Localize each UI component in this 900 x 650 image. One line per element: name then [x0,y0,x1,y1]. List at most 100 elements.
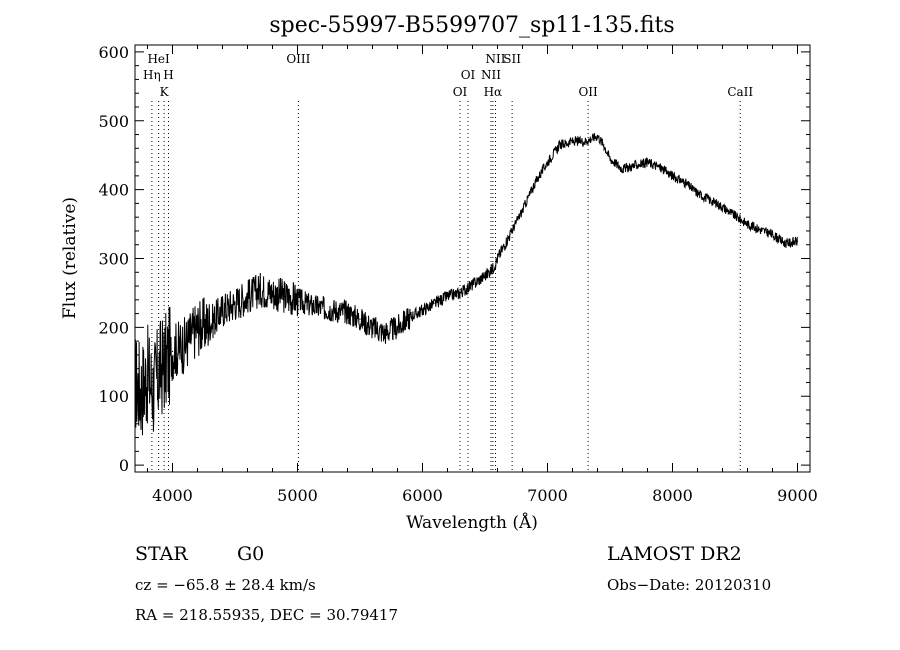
spectrum-layer [134,133,799,436]
spectrum-point [746,223,749,225]
spectrum-point [771,233,774,235]
spectrum-point [759,228,761,231]
spectrum-point [596,135,599,137]
line-marker-label: OII [578,85,598,99]
spectrum-point [209,323,211,325]
spectrum-point [259,288,261,291]
spectrum-point [634,164,636,167]
y-tick-label: 600 [98,43,129,62]
line-marker-label: SII [503,52,521,66]
spectrum-point [534,182,536,184]
chart-title: spec-55997-B5599707_sp11-135.fits [269,13,674,38]
spectrum-point [159,368,161,370]
object-subclass: G0 [237,543,264,565]
object-class: STAR [135,543,188,565]
spectrum-point [796,240,799,242]
spectrum-point [371,326,374,328]
spectrum-point [571,140,574,143]
spectrum-point [409,316,411,318]
spectrum-point [621,168,624,170]
redshift-text: cz = −65.8 ± 28.4 km/s [135,576,316,594]
y-tick-label: 200 [98,318,129,337]
spectrum-point [509,233,511,235]
line-marker-label: HeI [147,52,170,66]
line-marker-label: K [160,85,170,99]
spectrum-point [784,242,786,244]
y-axis-label: Flux (relative) [60,197,80,319]
spectrum-point [359,318,361,320]
coordinates-text: RA = 218.55935, DEC = 30.79417 [135,606,398,624]
spectrum-point [296,299,299,301]
x-tick-label: 6000 [402,486,443,505]
spectrum-point [559,144,561,146]
spectrum-point [346,311,349,313]
spectrum-point [153,388,155,390]
spectrum-point [521,209,524,211]
line-marker-label: NII [486,52,506,66]
line-marker-label: Hη [143,68,161,82]
spectrum-point [146,374,149,377]
y-tick-label: 100 [98,387,129,406]
spectrum-point [421,309,424,311]
y-tick-label: 400 [98,181,129,200]
line-marker-label: OIII [286,52,310,66]
survey-name: LAMOST DR2 [607,543,742,565]
spectrum-point [384,332,386,334]
x-axis: 4000 5000 6000 7000 8000 9000 [147,45,818,505]
spectrum-point [471,284,474,286]
spectrum-point [496,257,499,260]
x-tick-label: 9000 [777,486,818,505]
line-marker-label: Hα [484,85,503,99]
spectrum-point [484,275,486,277]
spectrum-point [271,292,274,294]
spectrum-point [196,326,199,328]
spectrum-point [696,192,699,194]
plot-frame [134,44,811,473]
x-axis-label: Wavelength (Å) [406,512,538,533]
spectrum-point [734,215,736,217]
spectrum-point [396,326,399,328]
spectrum-point [659,166,661,169]
spectrum-point [184,343,186,346]
spectrum-point [165,361,167,363]
spectrum-point [709,199,711,201]
y-tick-label: 300 [98,250,129,269]
y-tick-label: 500 [98,112,129,131]
spectrum-point [140,388,142,390]
x-tick-label: 7000 [527,486,568,505]
x-tick-label: 4000 [152,486,193,505]
spectrum-point [584,140,586,143]
line-marker-label: CaII [727,85,753,99]
spectrum-point [321,307,324,309]
spectrum-point [284,295,286,297]
y-axis: 0 100 200 300 400 500 600 [98,43,810,475]
spectrum-point [334,309,336,311]
spectrum-point [609,158,611,160]
spectrum-point [309,304,311,306]
spectrum-point [684,182,686,184]
spectrum-line [134,133,798,436]
spectrum-point [721,206,724,208]
spectrum-point [491,268,494,270]
spectrum-point [234,302,236,304]
spectrum-point [221,309,224,311]
y-tick-label: 0 [119,456,129,475]
x-tick-label: 5000 [277,486,318,505]
spectrum-point [603,144,605,146]
obs-date-text: Obs−Date: 20120310 [607,576,771,594]
spectrum-point [546,161,549,163]
spectrum-point [459,292,461,294]
spectrum-point [646,161,649,163]
x-tick-label: 8000 [652,486,693,505]
spectrum-point [434,302,436,304]
line-marker-label: H [163,68,173,82]
spectrum-point [671,175,674,177]
line-marker-label: OI [461,68,476,82]
line-marker-label: OI [453,85,468,99]
line-marker-label: NII [481,68,501,82]
spectrum-point [446,295,449,297]
spectrum-point [246,295,249,297]
spectrum-point [171,350,174,353]
